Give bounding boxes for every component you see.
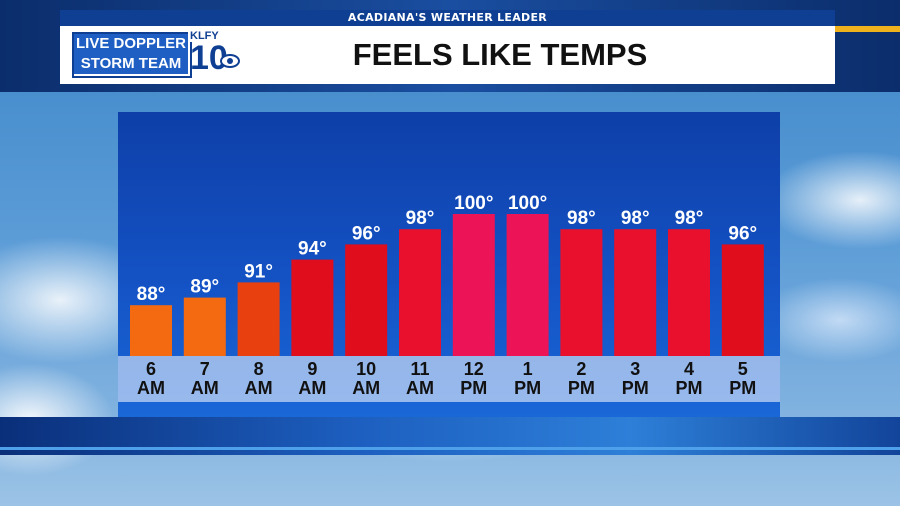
bar-value-label: 88° bbox=[137, 284, 166, 305]
bar-value-label: 100° bbox=[508, 193, 547, 214]
bar bbox=[452, 214, 495, 356]
station-logo: 10 KLFY bbox=[186, 28, 246, 80]
bar-value-label: 94° bbox=[298, 239, 327, 260]
bar-value-label: 98° bbox=[621, 208, 650, 229]
page-title: FEELS LIKE TEMPS bbox=[352, 37, 648, 72]
gold-accent-stripe bbox=[830, 26, 900, 32]
time-tick-label: 8 bbox=[254, 359, 264, 379]
bottom-stripe bbox=[0, 447, 900, 450]
time-tick-label: AM bbox=[191, 378, 219, 398]
bar bbox=[560, 229, 603, 356]
time-tick-label: 3 bbox=[630, 359, 640, 379]
station-tagline: ACADIANA'S WEATHER LEADER bbox=[60, 10, 835, 26]
time-tick-label: PM bbox=[568, 378, 595, 398]
bar-value-label: 96° bbox=[352, 223, 381, 244]
bar-value-label: 91° bbox=[244, 261, 273, 282]
time-tick-label: 4 bbox=[684, 359, 694, 379]
bar bbox=[668, 229, 710, 356]
time-label-strip bbox=[118, 356, 780, 402]
bar bbox=[399, 229, 441, 356]
bottom-band bbox=[0, 417, 900, 455]
time-tick-label: PM bbox=[676, 378, 703, 398]
storm-team-logo: LIVE DOPPLER STORM TEAM 10 KLFY bbox=[72, 30, 247, 78]
time-tick-label: AM bbox=[137, 378, 165, 398]
time-tick-label: PM bbox=[622, 378, 649, 398]
bar-value-label: 98° bbox=[567, 208, 596, 229]
bar bbox=[291, 259, 334, 356]
bar-value-label: 98° bbox=[675, 208, 704, 229]
cbs-eye-icon bbox=[220, 54, 240, 68]
time-tick-label: AM bbox=[245, 378, 273, 398]
bar bbox=[130, 305, 172, 356]
logo-line-2: STORM TEAM bbox=[74, 54, 188, 74]
logo-line-1: LIVE DOPPLER bbox=[74, 34, 188, 54]
time-tick-label: PM bbox=[460, 378, 487, 398]
time-tick-label: 7 bbox=[200, 359, 210, 379]
time-tick-label: PM bbox=[514, 378, 541, 398]
bar bbox=[237, 282, 280, 356]
bar bbox=[721, 244, 764, 356]
station-call-letters: KLFY bbox=[188, 30, 221, 42]
time-tick-label: AM bbox=[406, 378, 434, 398]
bar-value-label: 96° bbox=[728, 223, 757, 244]
time-tick-label: 11 bbox=[410, 359, 429, 379]
time-tick-label: 6 bbox=[146, 359, 156, 379]
time-tick-label: AM bbox=[298, 378, 326, 398]
bar bbox=[183, 297, 226, 356]
time-tick-label: 5 bbox=[738, 359, 748, 379]
time-tick-label: 2 bbox=[576, 359, 586, 379]
bar-value-label: 98° bbox=[406, 208, 435, 229]
time-tick-label: 10 bbox=[356, 359, 376, 379]
title-bar: LIVE DOPPLER STORM TEAM 10 KLFY FEELS LI… bbox=[60, 26, 835, 84]
bar bbox=[614, 229, 657, 356]
time-tick-label: PM bbox=[729, 378, 756, 398]
bar bbox=[506, 214, 549, 356]
time-tick-label: 1 bbox=[523, 359, 533, 379]
time-tick-label: 12 bbox=[464, 359, 484, 379]
time-tick-label: AM bbox=[352, 378, 380, 398]
bar-value-label: 89° bbox=[190, 277, 219, 298]
bar-value-label: 100° bbox=[454, 193, 493, 214]
time-tick-label: 9 bbox=[307, 359, 317, 379]
bar bbox=[345, 244, 388, 356]
